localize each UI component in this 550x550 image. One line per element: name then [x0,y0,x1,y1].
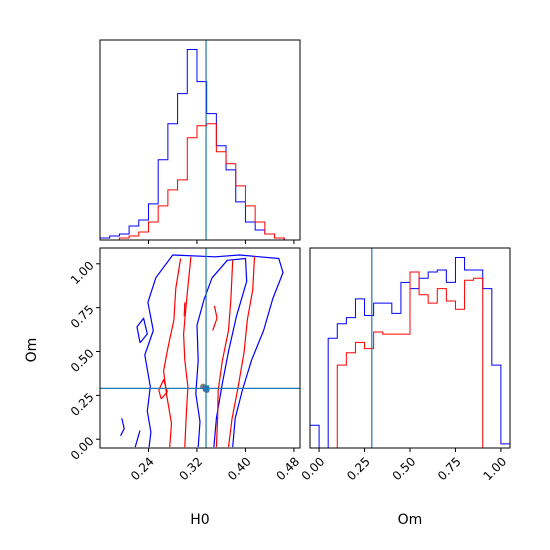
contour-line-11 [212,305,218,331]
contour-area [100,248,300,448]
contour-line-7 [215,260,234,448]
x-tick-label: 0.40 [225,454,254,483]
h0-histogram-panel [99,39,301,244]
h0-om-contour-panel: 0.24 0.32 0.40 0.48 0.00 0.25 0.50 0.75 1.00 [68,247,302,483]
truth-marker [203,385,210,392]
om-hist-series-1 [310,271,510,449]
y-tick-label: 1.00 [68,258,97,287]
y-tick-label: 0.00 [68,434,97,463]
y-tick-label: 0.25 [68,390,97,419]
x-tick-label: 0.32 [177,454,206,483]
axes-frame [99,247,301,449]
y-tick-label: 0.75 [68,302,97,331]
contour-line-5 [163,258,182,448]
x-tick-label: 0.00 [299,454,328,483]
contour-line-0 [144,254,284,448]
contour-line-9 [158,379,168,400]
x-tick-label: 0.48 [273,454,302,483]
x-tick-label: 1.00 [480,454,509,483]
axes-frame [99,39,301,241]
y-axis-label-om: Om [24,338,40,363]
x-tick-label: 0.50 [390,454,419,483]
x-tick-label: 0.25 [344,454,373,483]
x-axis-label-om: Om [398,512,423,528]
contour-line-2 [120,418,125,436]
contour-line-3 [134,430,141,448]
contour-line-10 [183,302,186,317]
contour-line-6 [183,256,192,448]
y-tick-label: 0.50 [68,346,97,375]
x-tick-label: 0.75 [435,454,464,483]
x-tick-label: 0.24 [128,454,157,483]
h0-hist-series-0 [99,49,294,241]
contour-line-4 [136,317,148,344]
x-axis-label-h0: H0 [190,512,209,528]
om-histogram-panel: 0.00 0.25 0.50 0.75 1.00 [299,247,511,483]
contour-line-8 [227,256,256,448]
contour-line-1 [195,257,248,448]
h0-hist-series-1 [100,123,294,241]
